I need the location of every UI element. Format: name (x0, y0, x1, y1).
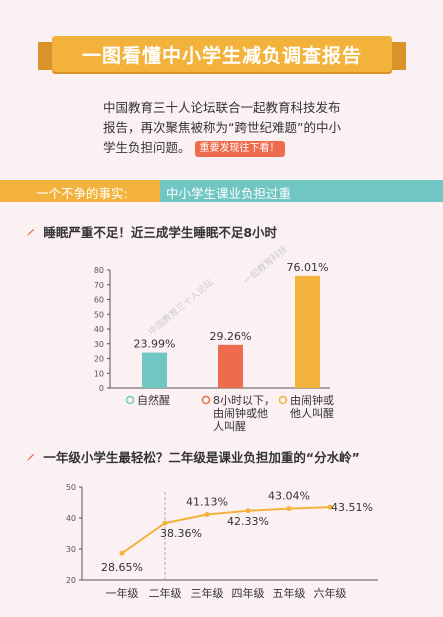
x-tick-label: 三年级 (191, 586, 224, 600)
category-label: 自然醒 (137, 393, 170, 407)
data-point (162, 520, 168, 526)
bar (218, 344, 243, 388)
x-tick-label: 五年级 (273, 586, 306, 600)
y-tick-label: 10 (94, 369, 104, 378)
intro-paragraph: 中国教育三十人论坛联合一起教育科技发布报告，再次聚焦被称为“跨世纪难题”的中小学… (103, 98, 343, 158)
y-tick-label: 60 (94, 296, 104, 305)
point-value-label: 42.33% (227, 515, 269, 528)
grade-chart-heading: 一年级小学生最轻松？二年级是课业负担加重的“分水岭” (26, 447, 360, 466)
grade-line-chart: 20 30 40 50 28.65% 一年级 38.36% 二年级 41.13% 三年级 42.33… (66, 483, 378, 600)
grade-chart-title: 一年级小学生最轻松？二年级是课业负担加重的“分水岭” (43, 450, 360, 465)
data-point (119, 550, 125, 556)
x-tick-label: 四年级 (232, 586, 265, 600)
legend-marker (278, 395, 288, 405)
data-point (327, 504, 333, 510)
point-value-label: 43.04% (268, 490, 310, 503)
bar-value-label: 29.26% (210, 330, 252, 343)
y-tick-label: 0 (99, 384, 104, 393)
category-label: 他人叫醒 (290, 407, 334, 420)
y-tick-label: 20 (66, 576, 76, 585)
y-tick-label: 30 (94, 340, 104, 349)
legend-marker (125, 395, 135, 405)
pen-icon (26, 453, 35, 462)
y-tick-label: 70 (94, 281, 104, 290)
fact-label: 一个不争的事实: (36, 186, 128, 201)
x-tick-label: 六年级 (314, 586, 347, 600)
title-banner: 一图看懂中小学生减负调查报告 (38, 36, 406, 72)
series-line (121, 506, 331, 555)
point-value-label: 28.65% (101, 561, 143, 574)
y-tick-label: 50 (66, 483, 76, 492)
category-label: 由闹钟或 (290, 393, 334, 407)
fact-banner: 一个不争的事实: 中小学生课业负担过重 (0, 180, 443, 202)
sleep-chart-heading: 睡眠严重不足！近三成学生睡眠不足8小时 (26, 222, 277, 241)
bar (142, 352, 167, 388)
y-tick-label: 40 (94, 325, 104, 334)
x-tick-label: 一年级 (106, 586, 139, 600)
data-point (286, 506, 292, 512)
fact-value: 中小学生课业负担过重 (166, 186, 292, 201)
fact-value-box: 中小学生课业负担过重 (160, 180, 443, 202)
pen-icon (26, 228, 35, 237)
point-value-label: 43.51% (331, 501, 373, 514)
y-tick-label: 80 (94, 266, 104, 275)
category-label: 人叫醒 (213, 420, 246, 433)
bar-value-label: 76.01% (287, 261, 329, 274)
data-point (204, 511, 210, 517)
intro-text: 中国教育三十人论坛联合一起教育科技发布报告，再次聚焦被称为“跨世纪难题”的中小学… (103, 100, 341, 155)
legend-marker (201, 395, 211, 405)
sleep-chart-title: 睡眠严重不足！近三成学生睡眠不足8小时 (43, 225, 278, 240)
read-more-button[interactable]: 重要发现往下看！ (194, 140, 285, 157)
category-label: 8小时以下， (213, 394, 275, 407)
bar (295, 275, 320, 388)
point-value-label: 41.13% (186, 495, 228, 508)
data-point (245, 508, 251, 514)
y-tick-label: 20 (94, 355, 104, 364)
sleep-bar-chart: 0102030405060708023.99%自然醒29.26%8小时以下，由闹… (94, 261, 334, 433)
y-tick-label: 30 (66, 545, 76, 554)
bar-value-label: 23.99% (134, 338, 176, 351)
point-value-label: 38.36% (160, 527, 202, 540)
y-tick-label: 40 (66, 514, 76, 523)
page-title: 一图看懂中小学生减负调查报告 (81, 45, 362, 67)
category-label: 由闹钟或他 (213, 406, 268, 420)
fact-label-box: 一个不争的事实: (0, 180, 160, 202)
x-tick-label: 二年级 (149, 586, 182, 600)
y-tick-label: 50 (94, 310, 104, 319)
